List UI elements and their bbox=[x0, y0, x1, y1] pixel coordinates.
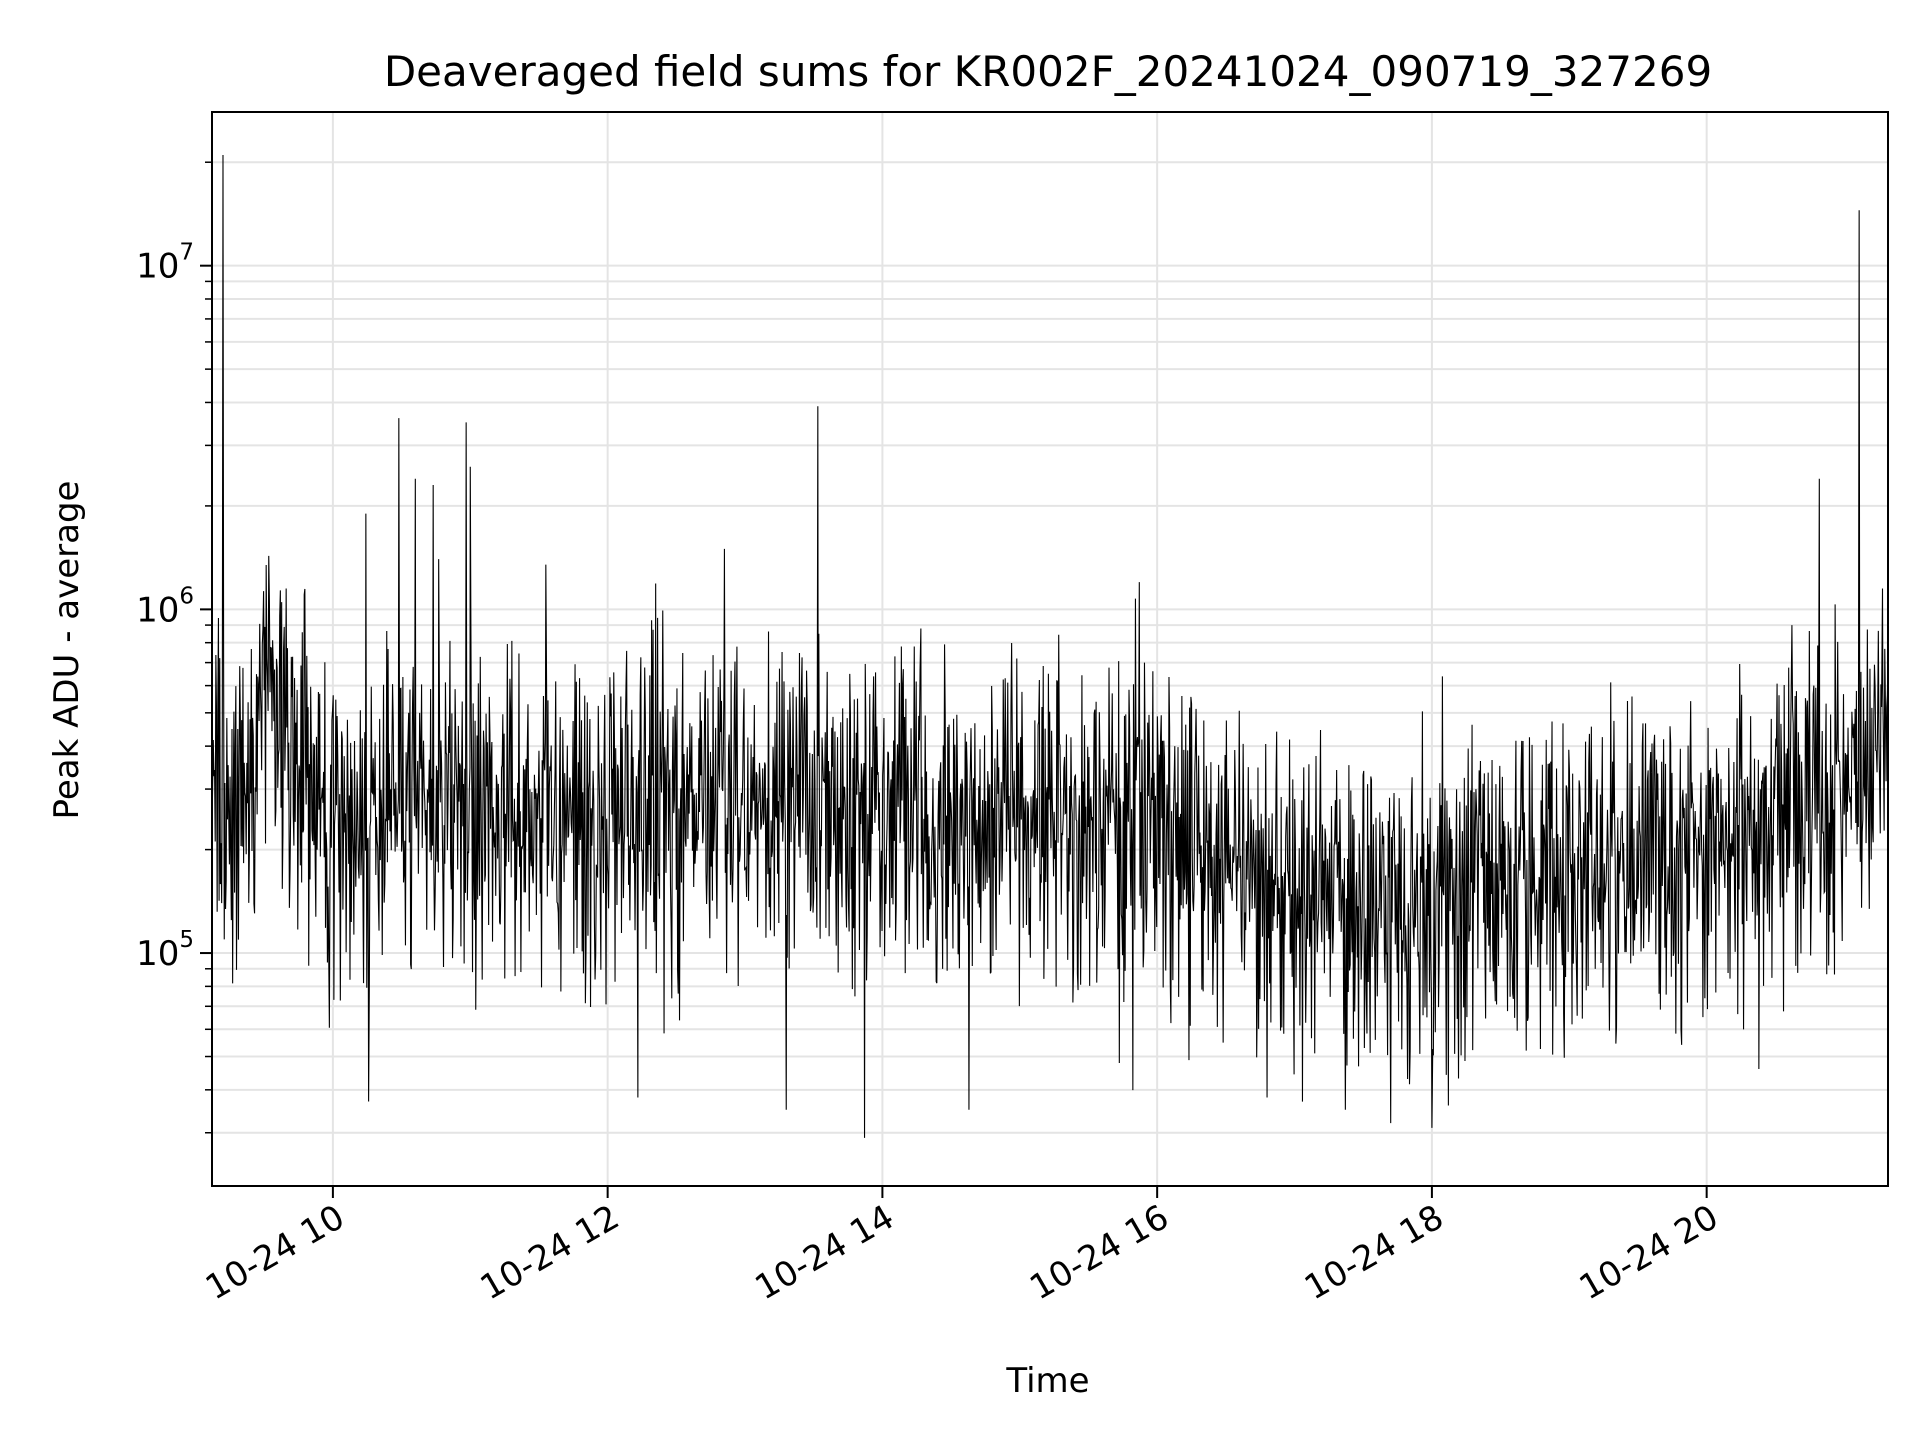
y-axis-label: Peak ADU - average bbox=[47, 481, 87, 820]
chart-title: Deaveraged field sums for KR002F_2024102… bbox=[384, 47, 1712, 96]
y-axis: 105 106 107 bbox=[136, 161, 212, 1134]
plot-area bbox=[212, 154, 1888, 1138]
y-tick-label: 107 bbox=[136, 240, 194, 287]
y-tick-label: 105 bbox=[136, 927, 194, 974]
y-tick-label: 106 bbox=[136, 583, 194, 630]
plot-frame bbox=[211, 111, 1889, 1187]
series-line bbox=[212, 154, 1888, 1138]
x-axis-label: Time bbox=[1005, 1361, 1089, 1401]
